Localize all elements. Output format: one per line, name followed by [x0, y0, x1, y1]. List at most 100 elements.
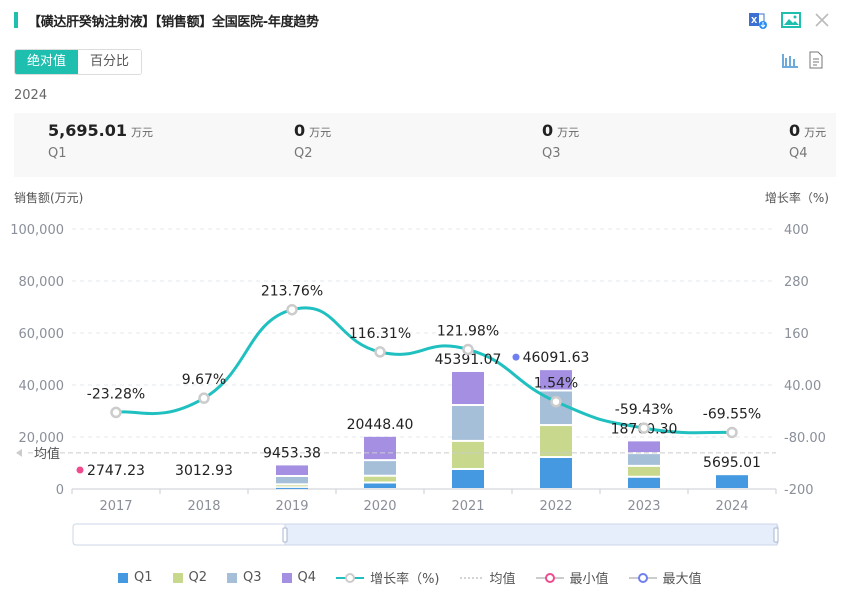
y-tick-label: 80,000 — [19, 275, 65, 290]
summary-label: Q1 — [48, 146, 67, 161]
y-tick-label: 40,000 — [19, 379, 65, 394]
zoom-handle-left[interactable] — [282, 527, 288, 543]
bar-q4 — [452, 371, 484, 405]
average-arrow-icon — [16, 448, 22, 457]
average-label: 均值 — [34, 446, 60, 462]
summary-label: Q3 — [542, 146, 561, 161]
legend-q3[interactable]: Q3 — [227, 570, 262, 585]
close-icon[interactable] — [812, 10, 832, 30]
growth-label: -69.55% — [703, 406, 761, 422]
y2-axis-title: 增长率（%) — [764, 191, 829, 205]
legend-growth[interactable]: 增长率（%) — [336, 568, 440, 587]
x-tick-label: 2024 — [715, 499, 748, 510]
total-label: 46091.63 — [523, 350, 590, 366]
total-label: 5695.01 — [703, 455, 761, 471]
growth-point — [726, 426, 738, 439]
chart-canvas: 0 20,000 40,000 60,000 80,000 100,000 -200 -80.… — [10, 223, 826, 510]
bar-q1 — [276, 487, 308, 489]
bar-q2 — [628, 466, 660, 476]
summary-label: Q2 — [294, 146, 313, 161]
svg-text:X: X — [751, 16, 758, 25]
bar-q2 — [276, 485, 308, 487]
growth-point — [638, 422, 650, 434]
bar-q4 — [540, 370, 572, 390]
summary-value: 0 — [294, 121, 306, 140]
y2-tick-label: -80.00 — [784, 431, 826, 446]
bar-q3 — [628, 454, 660, 465]
page-title: 【磺达肝癸钠注射液】【销售额】全国医院-年度趋势 — [28, 15, 319, 30]
legend-q4[interactable]: Q4 — [281, 570, 316, 585]
x-tick-label: 2023 — [627, 499, 660, 510]
legend-min[interactable]: 最小值 — [535, 568, 609, 587]
x-tick-label: 2022 — [539, 499, 572, 510]
title-accent — [14, 12, 18, 28]
excel-export-icon[interactable]: X — [748, 10, 768, 30]
y-tick-label: 0 — [56, 483, 64, 498]
bar-chart-icon[interactable] — [781, 51, 799, 69]
bar-q3 — [452, 406, 484, 440]
summary-label: Q4 — [789, 146, 808, 161]
legend-max[interactable]: 最大值 — [628, 568, 702, 587]
growth-label: -23.28% — [87, 386, 145, 402]
x-tick-label: 2019 — [275, 499, 308, 510]
legend: Q1 Q2 Q3 Q4 增长率（%) 均值 最小值 最大值 — [118, 568, 722, 587]
bar-q3 — [364, 461, 396, 475]
summary-unit: 万元 — [309, 126, 332, 139]
min-marker — [76, 466, 84, 474]
growth-point — [550, 395, 562, 408]
growth-point — [286, 303, 298, 316]
total-label: 45391.07 — [435, 352, 502, 368]
document-icon[interactable] — [808, 51, 824, 69]
legend-q2[interactable]: Q2 — [172, 570, 207, 585]
toggle-percent[interactable]: 百分比 — [78, 50, 142, 74]
growth-label: -59.43% — [615, 402, 673, 418]
summary-q2: 0 万元 Q2 — [294, 121, 331, 161]
bar-q4 — [628, 441, 660, 453]
bar-q2 — [452, 441, 484, 468]
x-tick-label: 2017 — [99, 499, 132, 510]
summary-q4: 0 万元 Q4 — [789, 121, 826, 161]
zoom-handle-right[interactable] — [773, 527, 779, 543]
total-label: 9453.38 — [263, 445, 321, 461]
y2-tick-label: 40.00 — [784, 379, 821, 394]
total-label: 20448.40 — [347, 417, 414, 433]
y2-tick-label: -200 — [784, 483, 814, 498]
quarter-summary: 5,695.01 万元 Q1 0 万元 Q2 0 万元 Q3 0 万元 Q4 — [14, 113, 836, 177]
bar-q1 — [364, 483, 396, 488]
growth-label: 9.67% — [182, 372, 226, 388]
bar-q1 — [628, 477, 660, 488]
bar-q3 — [276, 477, 308, 484]
data-zoom-slider[interactable] — [72, 522, 782, 548]
summary-value: 5,695.01 — [48, 121, 127, 140]
x-tick-label: 2020 — [363, 499, 396, 510]
summary-q3: 0 万元 Q3 — [542, 121, 579, 161]
summary-value: 0 — [789, 121, 801, 140]
toggle-absolute[interactable]: 绝对值 — [15, 50, 79, 74]
y-tick-label: 60,000 — [19, 327, 65, 342]
y2-tick-label: 160 — [784, 327, 809, 342]
growth-label: 121.98% — [437, 323, 499, 339]
legend-average[interactable]: 均值 — [459, 572, 516, 587]
total-label: 2747.23 — [87, 463, 145, 479]
growth-point — [110, 406, 122, 419]
x-tick-label: 2021 — [451, 499, 484, 510]
image-export-icon[interactable] — [781, 10, 801, 30]
growth-label: 1.54% — [534, 376, 578, 392]
y2-tick-label: 400 — [784, 223, 809, 238]
growth-point — [374, 346, 386, 358]
x-tick-label: 2018 — [187, 499, 220, 510]
summary-unit: 万元 — [557, 126, 580, 139]
legend-q1[interactable]: Q1 — [118, 570, 153, 585]
y-tick-label: 20,000 — [19, 431, 65, 446]
bar-q4 — [364, 436, 396, 460]
summary-q1: 5,695.01 万元 Q1 — [48, 121, 153, 161]
growth-line — [115, 306, 733, 435]
bar-q2 — [364, 476, 396, 482]
growth-label: 116.31% — [349, 326, 411, 342]
summary-unit: 万元 — [804, 126, 827, 139]
total-label: 3012.93 — [175, 463, 233, 479]
summary-value: 0 — [542, 121, 554, 140]
bar-q4 — [276, 465, 308, 475]
max-marker — [512, 353, 520, 361]
value-mode-toggle: 绝对值 百分比 — [14, 49, 143, 75]
